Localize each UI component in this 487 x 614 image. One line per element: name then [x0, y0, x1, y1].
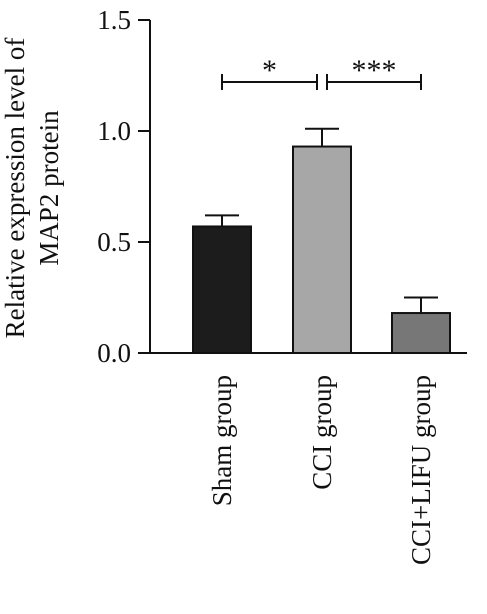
y-axis-title: Relative expression level of MAP2 protei… — [0, 38, 64, 339]
y-tick-label: 1.0 — [97, 116, 131, 146]
significance-label: * — [262, 54, 277, 87]
y-axis-ticks: 0.0 0.5 1.0 1.5 — [97, 5, 150, 368]
y-tick-label: 0.5 — [97, 227, 131, 257]
bar — [292, 145, 352, 354]
bar — [192, 225, 252, 355]
significance-label: *** — [352, 54, 397, 87]
x-axis-category-labels: Sham group CCI group CCI+LIFU group — [207, 375, 436, 565]
y-axis-title-line-1: Relative expression level of — [0, 38, 30, 339]
significance-brackets: * *** — [221, 54, 422, 90]
x-category-label: CCI+LIFU group — [406, 375, 436, 565]
bar — [391, 312, 451, 355]
x-category-label: CCI group — [307, 375, 337, 490]
y-tick-label: 1.5 — [97, 5, 131, 35]
y-tick-label: 0.0 — [97, 338, 131, 368]
bars — [192, 127, 451, 355]
x-category-label: Sham group — [207, 375, 237, 506]
y-axis-title-line-2: MAP2 protein — [34, 110, 64, 266]
